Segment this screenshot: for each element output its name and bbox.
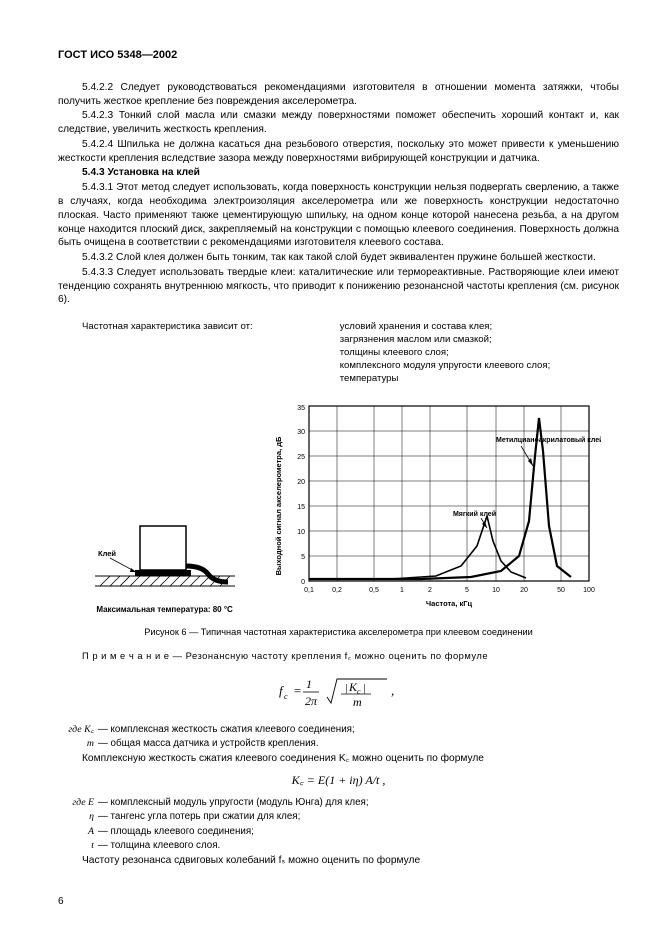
svg-text:10: 10	[492, 587, 500, 594]
page-number: 6	[58, 895, 64, 909]
y-axis-label: Выходной сигнал акселерометра, дБ	[274, 436, 283, 575]
svg-text:1: 1	[306, 677, 312, 691]
depends-block: Частотная характеристика зависит от: усл…	[58, 321, 619, 386]
svg-text:5: 5	[465, 587, 469, 594]
svg-text:0,2: 0,2	[332, 587, 342, 594]
mounting-diagram: Клей Максимальная температура: 80 °С	[58, 508, 271, 616]
para-5-4-3-1: 5.4.3.1 Этот метод следует использовать,…	[58, 181, 619, 250]
chart-anno-soft: Мягкий клей	[453, 510, 496, 518]
para-5-4-2-3: 5.4.2.3 Тонкий слой масла или смазки меж…	[58, 109, 619, 137]
figure-caption: Рисунок 6 — Типичная частотная характери…	[58, 626, 619, 638]
svg-text:|: |	[363, 682, 366, 694]
depends-item: толщины клеевого слоя;	[340, 347, 619, 360]
heading-5-4-3: 5.4.3 Установка на клей	[58, 166, 619, 180]
svg-text:m: m	[353, 695, 362, 709]
para-complex-stiffness: Комплексную жесткость сжатия клеевого со…	[58, 752, 619, 766]
svg-text:,: ,	[391, 683, 394, 698]
svg-text:15: 15	[297, 504, 305, 511]
depends-item: температуры	[340, 373, 619, 386]
page-header: ГОСТ ИСО 5348—2002	[58, 48, 619, 63]
svg-text:0,1: 0,1	[304, 587, 314, 594]
svg-text:1: 1	[400, 587, 404, 594]
svg-text:c: c	[284, 692, 288, 701]
svg-text:0,5: 0,5	[369, 587, 379, 594]
frequency-chart: Выходной сигнал акселерометра, дБ	[271, 396, 619, 616]
svg-text:25: 25	[297, 454, 305, 461]
depends-item: комплексного модуля упругости клеевого с…	[340, 360, 619, 373]
glue-label: Клей	[98, 549, 116, 558]
depends-item: загрязнения маслом или смазкой;	[340, 334, 619, 347]
svg-text:0: 0	[301, 579, 305, 586]
x-axis-label: Частота, кГц	[426, 599, 473, 608]
svg-text:30: 30	[297, 429, 305, 436]
svg-text:20: 20	[297, 479, 305, 486]
para-shear-resonance: Частоту резонанса сдвиговых колебаний fₛ…	[58, 854, 619, 868]
note-text: П р и м е ч а н и е — Резонансную частот…	[58, 650, 619, 663]
formula-fc: f c = 1 2π | K c | m ,	[58, 671, 619, 715]
svg-text:100: 100	[583, 587, 595, 594]
where-block-1: где K꜀— комплексная жесткость сжатия кле…	[58, 723, 619, 750]
temp-label: Максимальная температура: 80 °С	[58, 605, 271, 616]
svg-text:50: 50	[557, 587, 565, 594]
where-block-2: где E— комплексный модуль упругости (мод…	[58, 796, 619, 852]
para-5-4-3-2: 5.4.3.2 Слой клея должен быть тонким, та…	[58, 251, 619, 265]
para-5-4-2-4: 5.4.2.4 Шпилька не должна касаться дна р…	[58, 138, 619, 166]
svg-text:10: 10	[297, 529, 305, 536]
svg-text:2π: 2π	[304, 694, 317, 708]
svg-text:2: 2	[428, 587, 432, 594]
chart-anno-cyano: Метилцианоакрилатовый клей	[496, 436, 601, 444]
svg-text:5: 5	[301, 554, 305, 561]
svg-text:=: =	[293, 683, 302, 698]
para-5-4-2-2: 5.4.2.2 Следует руководствоваться рекоме…	[58, 81, 619, 109]
svg-text:|: |	[345, 682, 348, 694]
svg-text:35: 35	[297, 405, 305, 412]
depends-label: Частотная характеристика зависит от:	[58, 321, 340, 386]
svg-text:20: 20	[520, 587, 528, 594]
formula-kc: K꜀ = E(1 + iη) A/t ,	[58, 772, 619, 788]
para-5-4-3-3: 5.4.3.3 Следует использовать твердые кле…	[58, 266, 619, 307]
depends-item: условий хранения и состава клея;	[340, 321, 619, 334]
figure-6: Клей Максимальная температура: 80 °С Вых…	[58, 396, 619, 616]
